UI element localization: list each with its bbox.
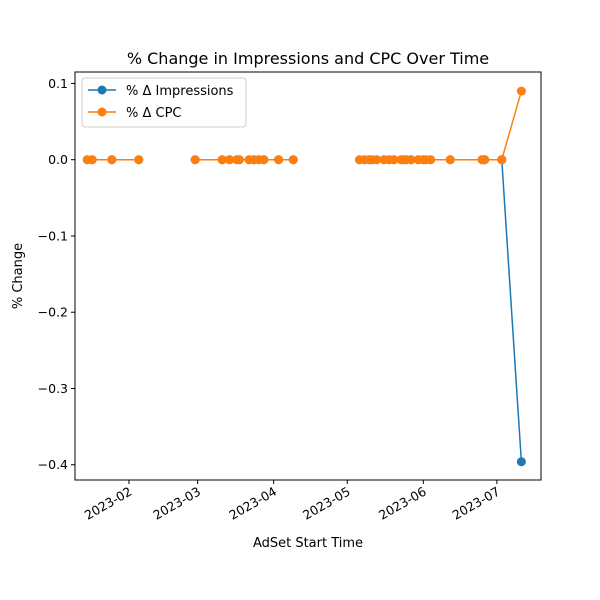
y-tick-label: −0.2: [38, 305, 68, 320]
legend-box: [81, 77, 247, 128]
data-point-cpc: [389, 155, 399, 165]
plot-points: [82, 86, 526, 467]
plot-frame: [74, 71, 542, 481]
legend-label-impressions: % Δ Impressions: [126, 84, 234, 99]
data-point-cpc: [107, 155, 117, 165]
data-point-cpc: [480, 155, 490, 165]
y-tick-label: −0.4: [38, 457, 68, 472]
y-tick-label: −0.3: [38, 381, 68, 396]
data-point-cpc: [190, 155, 200, 165]
chart-title: % Change in Impressions and CPC Over Tim…: [127, 49, 489, 68]
data-point-cpc: [234, 155, 244, 165]
data-point-cpc: [288, 155, 298, 165]
x-axis-label: AdSet Start Time: [253, 536, 363, 551]
legend: % Δ Impressions % Δ CPC: [81, 77, 247, 128]
data-point-cpc: [445, 155, 455, 165]
data-point-cpc: [497, 155, 507, 165]
data-point-cpc: [426, 155, 436, 165]
data-point-cpc: [225, 155, 235, 165]
y-axis-ticks: 0.1 0.0 −0.1 −0.2 −0.3 −0.4: [38, 76, 75, 472]
legend-label-cpc: % Δ CPC: [126, 106, 182, 121]
data-point-cpc: [516, 86, 526, 96]
legend-marker-cpc: [97, 107, 107, 117]
data-point-cpc: [406, 155, 416, 165]
y-tick-label: −0.1: [38, 228, 68, 243]
data-point-impressions: [516, 457, 526, 467]
data-point-cpc: [134, 155, 144, 165]
data-point-cpc: [372, 155, 382, 165]
data-point-cpc: [259, 155, 269, 165]
y-tick-label: 0.0: [48, 152, 68, 167]
data-point-cpc: [87, 155, 97, 165]
legend-marker-impressions: [97, 85, 107, 95]
data-point-cpc: [274, 155, 284, 165]
y-tick-label: 0.1: [48, 76, 68, 91]
y-axis-label: % Change: [11, 243, 26, 309]
data-point-cpc: [217, 155, 227, 165]
